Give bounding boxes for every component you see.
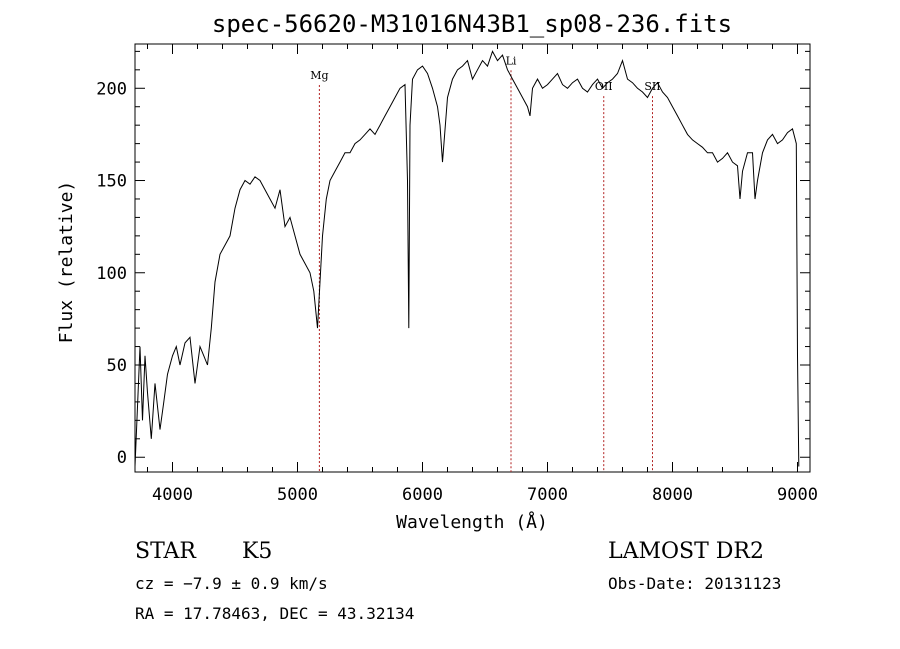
y-tick-label: 100	[96, 264, 127, 284]
x-tick-label: 5000	[277, 485, 318, 505]
plot-frame	[134, 43, 811, 473]
coordinates: RA = 17.78463, DEC = 43.32134	[135, 604, 414, 623]
x-axis-label: Wavelength (Å)	[396, 511, 548, 533]
survey-release: LAMOST DR2	[608, 539, 764, 564]
y-tick-label: 50	[107, 356, 127, 376]
y-tick-label: 150	[96, 172, 127, 192]
axis-ticks: 4000 5000 6000 7000 8000 9000 0 50 100 150 200	[96, 44, 818, 505]
object-type: STAR	[135, 539, 197, 564]
spectral-line-label: SII	[644, 80, 660, 93]
y-tick-label: 0	[117, 448, 127, 468]
spectral-line-label: Mg	[310, 69, 328, 82]
x-tick-label: 7000	[527, 485, 568, 505]
redshift-velocity: cz = −7.9 ± 0.9 km/s	[135, 574, 328, 593]
y-tick-label: 200	[96, 79, 127, 99]
chart-title: spec-56620-M31016N43B1_sp08-236.fits	[212, 10, 732, 38]
x-tick-label: 4000	[152, 485, 193, 505]
y-axis-label: Flux (relative)	[56, 181, 77, 344]
x-tick-label: 8000	[652, 485, 693, 505]
spectral-class: K5	[242, 539, 272, 564]
x-tick-label: 9000	[777, 485, 818, 505]
observation-date: Obs-Date: 20131123	[608, 574, 781, 593]
x-tick-label: 6000	[402, 485, 443, 505]
spectrum-series-line	[134, 50, 800, 467]
spectral-line-label: Li	[506, 54, 517, 67]
